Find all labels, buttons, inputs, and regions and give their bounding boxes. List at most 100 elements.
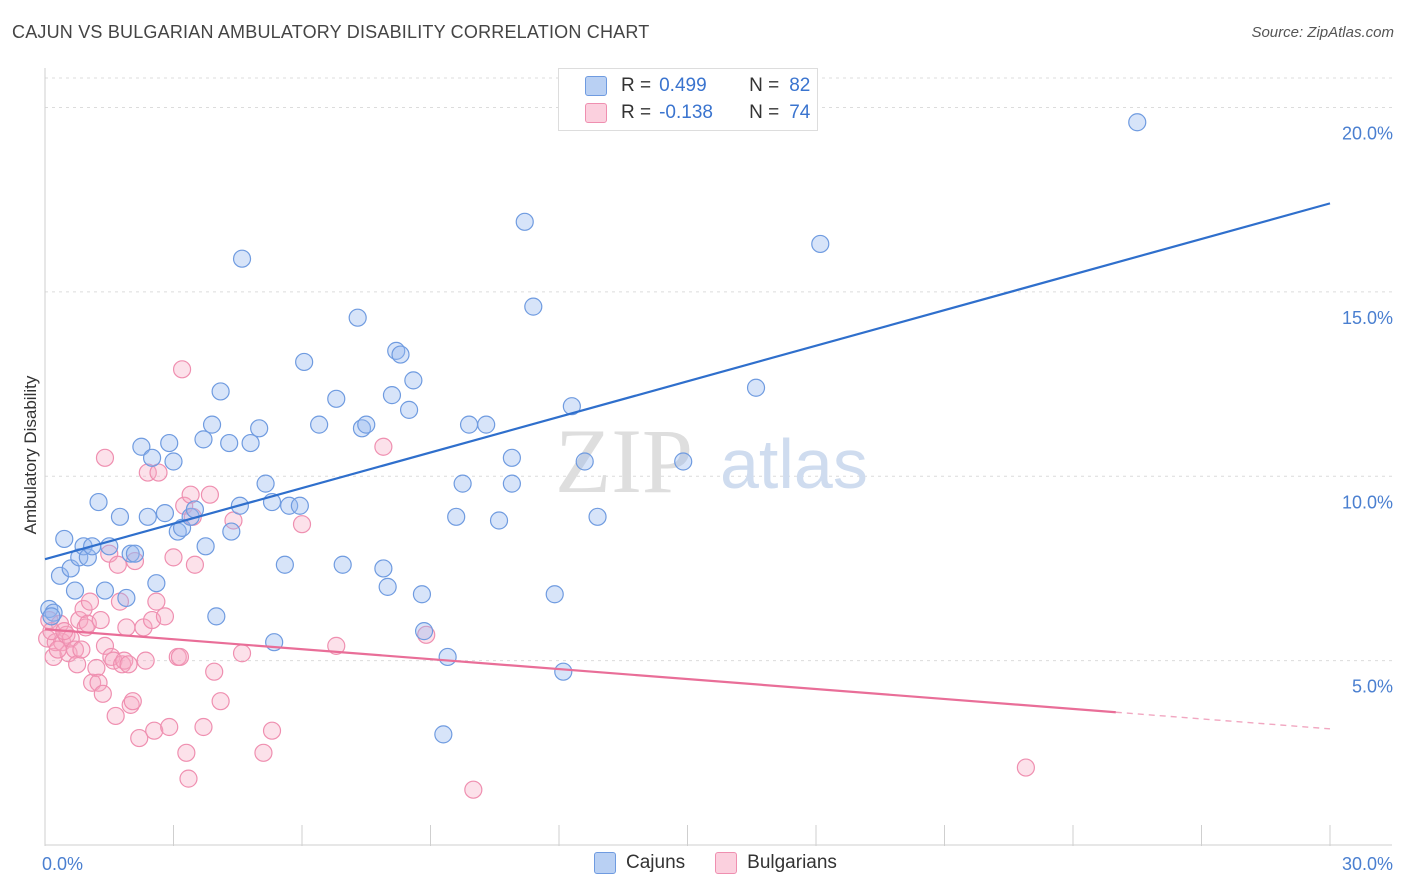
bulgarians-point: [1016, 758, 1035, 777]
y-tick-label: 15.0%: [1342, 308, 1393, 328]
cajuns-r-value: 0.499: [659, 75, 707, 96]
bulgarians-trend-extension: [1115, 711, 1331, 730]
cajuns-point: [194, 430, 213, 449]
bulgarians-point: [95, 636, 115, 655]
bulgarians-points: [38, 360, 1035, 799]
grid-lines: [45, 77, 1392, 662]
watermark-atlas: atlas: [720, 425, 868, 503]
cajuns-point: [811, 234, 830, 254]
cajuns-point: [250, 419, 269, 438]
cajuns-point: [357, 415, 376, 434]
cajuns-point: [378, 577, 397, 596]
cajuns-point: [412, 585, 432, 604]
bulgarians-point: [211, 692, 230, 711]
bulgarians-trend-line: [44, 628, 1116, 714]
cajuns-point: [290, 496, 309, 515]
bulgarians-point: [232, 644, 252, 663]
tick-labels: 5.0% 10.0% 15.0% 20.0% 0.0% 30.0%: [42, 124, 1393, 875]
cajuns-point: [1128, 113, 1147, 132]
cajuns-point: [399, 400, 419, 419]
bulgarians-point: [89, 673, 108, 692]
bulgarians-point: [160, 717, 179, 737]
cajuns-point: [459, 415, 479, 434]
cajuns-point: [211, 382, 230, 401]
cajuns-point: [89, 492, 108, 512]
bulgarians-point: [292, 515, 312, 534]
y-axis-label: Ambulatory Disability: [21, 375, 40, 534]
bulgarians-point: [194, 717, 213, 737]
bulgarians-r-label: R =: [621, 102, 652, 123]
bulgarians-legend-icon: [715, 852, 738, 874]
bulgarians-point: [172, 360, 192, 379]
cajuns-point: [588, 507, 607, 526]
bulgarians-swatch-icon: [585, 103, 607, 123]
axes: [44, 68, 1392, 846]
bulgarians-point: [200, 485, 220, 504]
cajuns-swatch-icon: [585, 76, 607, 96]
cajuns-point: [554, 662, 573, 681]
watermark-zip: ZIP: [555, 410, 693, 512]
bulgarians-point: [106, 706, 125, 726]
bulgarians-point: [91, 610, 110, 630]
cajuns-point: [438, 647, 457, 667]
cajuns-points: [40, 113, 1147, 744]
cajuns-point: [196, 537, 215, 556]
cajuns-point: [453, 474, 472, 493]
bulgarians-point: [138, 463, 157, 482]
cajuns-point: [404, 371, 423, 390]
bulgarians-point: [83, 673, 102, 692]
cajuns-point: [207, 607, 226, 626]
y-tick-label: 5.0%: [1352, 677, 1393, 697]
bulgarians-point: [464, 780, 483, 799]
cajuns-point: [434, 725, 453, 744]
bulgarians-point: [119, 655, 138, 674]
cajuns-point: [65, 581, 85, 600]
legend-item-cajuns: Cajuns: [594, 852, 685, 874]
cajuns-point: [78, 548, 97, 567]
bulgarians-point: [74, 599, 93, 619]
cajuns-point: [447, 507, 466, 526]
cajuns-point: [160, 433, 179, 453]
cajuns-point: [147, 574, 166, 593]
cajuns-point: [414, 622, 434, 641]
cajuns-point: [117, 588, 136, 608]
bulgarians-point: [147, 592, 166, 611]
cajuns-point: [674, 452, 693, 471]
cajuns-point: [746, 378, 766, 397]
cajuns-point: [524, 297, 543, 316]
bulgarians-point: [177, 743, 196, 762]
bulgarians-point: [181, 485, 200, 504]
bulgarians-point: [262, 721, 282, 740]
cajuns-point: [220, 433, 239, 453]
bulgarians-point: [254, 743, 273, 762]
cajuns-point: [489, 511, 509, 530]
cajuns-point: [327, 389, 346, 408]
bulgarians-point: [93, 684, 112, 703]
stats-legend: R = 0.499 N = 82 R = -0.138 N = 74: [558, 68, 818, 131]
bulgarians-n-label: N =: [749, 102, 780, 123]
cajuns-point: [374, 559, 393, 578]
y-tick-label: 10.0%: [1342, 492, 1393, 512]
cajuns-point: [202, 415, 222, 434]
bulgarians-point: [130, 728, 149, 748]
bulgarians-point: [155, 607, 175, 626]
cajuns-trend-line: [44, 202, 1331, 561]
bulgarians-n-value: 74: [789, 102, 811, 123]
cajuns-point: [545, 585, 564, 604]
y-tick-label: 20.0%: [1342, 124, 1393, 144]
cajuns-point: [155, 504, 175, 523]
chart-title: CAJUN VS BULGARIAN AMBULATORY DISABILITY…: [12, 22, 650, 42]
cajuns-point: [280, 496, 299, 515]
cajuns-point: [382, 386, 402, 405]
cajuns-point: [575, 452, 594, 471]
cajuns-n-value: 82: [789, 75, 811, 96]
cajuns-point: [95, 581, 115, 600]
bulgarians-point: [48, 640, 67, 659]
cajuns-point: [502, 474, 521, 493]
cajuns-point: [110, 507, 130, 526]
bulgarians-point: [87, 658, 106, 678]
legend-cajuns-label: Cajuns: [626, 852, 686, 873]
legend-row-cajuns: R = 0.499 N = 82: [585, 74, 810, 98]
cajuns-point: [55, 529, 74, 549]
